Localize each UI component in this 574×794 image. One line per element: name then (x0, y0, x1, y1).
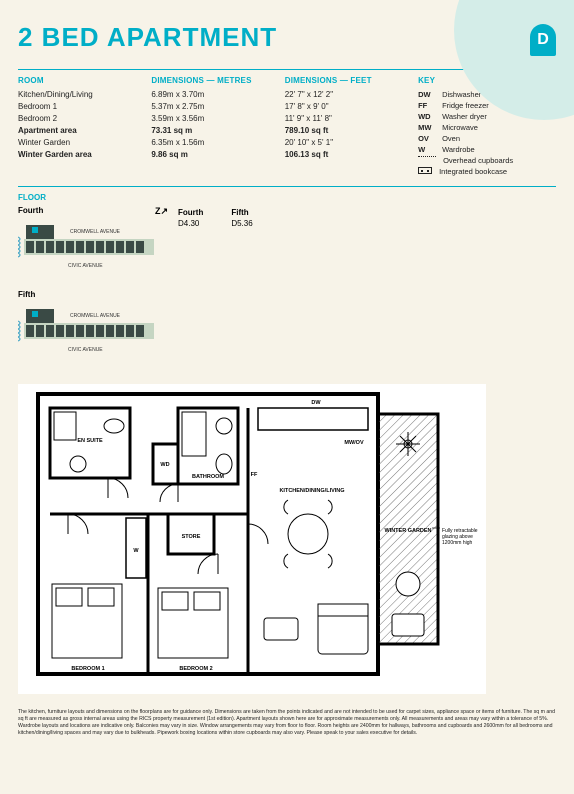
floorplan-svg: EN SUITE BATHROOM WD FF DW MW/OV KITCHEN… (18, 384, 486, 694)
dim-ft-col: DIMENSIONS — FEET 22' 7" x 12' 2" 17' 8" … (285, 76, 410, 178)
floor-header: FLOOR (0, 191, 574, 206)
wg-note: Fully retractableglazing above1200mm hig… (442, 528, 478, 546)
room-dim-ft: 20' 10" x 5' 1" (285, 138, 410, 147)
sitemap-fourth-svg: CROMWELL AVENUE CIVIC AVENUE (18, 217, 168, 277)
sitemap-fifth-svg: CROMWELL AVENUE CIVIC AVENUE (18, 301, 168, 361)
floorplan-wrap: EN SUITE BATHROOM WD FF DW MW/OV KITCHEN… (0, 374, 574, 699)
svg-text:W: W (133, 548, 139, 554)
room-dim-ft: 11' 9" x 11' 8" (285, 114, 410, 123)
svg-text:CROMWELL AVENUE: CROMWELL AVENUE (70, 229, 121, 235)
svg-text:MW/OV: MW/OV (344, 440, 364, 446)
svg-text:CIVIC AVENUE: CIVIC AVENUE (68, 263, 103, 269)
room-dim-m: 9.86 sq m (151, 150, 276, 159)
svg-text:FF: FF (251, 472, 258, 478)
room-dim-ft: 17' 8" x 9' 0" (285, 102, 410, 111)
unit-col-fourth: Fourth D4.30 (178, 208, 203, 374)
room-col: ROOM Kitchen/Dining/Living Bedroom 1 Bedro… (18, 76, 143, 178)
dim-m-header: DIMENSIONS — METRES (151, 76, 276, 85)
map-fourth: Fourth Z↗ CROMWELL AVENUE CIVIC AVENUE (18, 206, 168, 282)
room-name: Bedroom 2 (18, 114, 143, 123)
key-item: MWMicrowave (418, 123, 556, 132)
map-label-fourth: Fourth (18, 206, 43, 215)
unit-col-fifth: Fifth D5.36 (231, 208, 252, 374)
key-bookcase: Integrated bookcase (418, 167, 556, 176)
map-label-fifth: Fifth (18, 290, 168, 299)
room-dim-m: 6.35m x 1.56m (151, 138, 276, 147)
room-name: Apartment area (18, 126, 143, 135)
room-header: ROOM (18, 76, 143, 85)
compass-icon: Z↗ (155, 206, 168, 217)
floor-area: Fourth Z↗ CROMWELL AVENUE CIVIC AVENUE F… (0, 206, 574, 374)
dim-ft-header: DIMENSIONS — FEET (285, 76, 410, 85)
key-item: WWardrobe (418, 145, 556, 154)
svg-text:WD: WD (160, 462, 169, 468)
divider-2 (18, 186, 556, 187)
dim-m-col: DIMENSIONS — METRES 6.89m x 3.70m 5.37m x… (151, 76, 276, 178)
svg-text:BEDROOM 1: BEDROOM 1 (71, 666, 104, 672)
room-name: Bedroom 1 (18, 102, 143, 111)
room-dim-m: 73.31 sq m (151, 126, 276, 135)
svg-text:WINTER GARDEN: WINTER GARDEN (384, 528, 431, 534)
room-name: Kitchen/Dining/Living (18, 90, 143, 99)
bookcase-icon (418, 167, 432, 174)
room-dim-ft: 106.13 sq ft (285, 150, 410, 159)
room-name: Winter Garden (18, 138, 143, 147)
unit-list: Fourth D4.30 Fifth D5.36 (178, 206, 253, 374)
room-dim-m: 3.59m x 3.56m (151, 114, 276, 123)
dash-icon (418, 156, 436, 162)
svg-text:CROMWELL AVENUE: CROMWELL AVENUE (70, 313, 121, 319)
map-fifth: Fifth CROMWELL AVENUE CIVIC AVENUE (18, 290, 168, 366)
key-overhead: Overhead cupboards (418, 156, 556, 165)
room-dim-m: 5.37m x 2.75m (151, 102, 276, 111)
disclaimer: The kitchen, furniture layouts and dimen… (0, 699, 574, 737)
svg-text:EN SUITE: EN SUITE (77, 438, 103, 444)
key-item: OVOven (418, 134, 556, 143)
svg-text:CIVIC AVENUE: CIVIC AVENUE (68, 347, 103, 353)
room-dim-ft: 22' 7" x 12' 2" (285, 90, 410, 99)
room-name: Winter Garden area (18, 150, 143, 159)
type-badge: D (530, 24, 556, 56)
svg-text:DW: DW (311, 400, 321, 406)
svg-text:STORE: STORE (182, 534, 201, 540)
site-maps: Fourth Z↗ CROMWELL AVENUE CIVIC AVENUE F… (18, 206, 168, 374)
room-dim-ft: 789.10 sq ft (285, 126, 410, 135)
svg-text:BEDROOM 2: BEDROOM 2 (179, 666, 212, 672)
svg-text:BATHROOM: BATHROOM (192, 474, 224, 480)
svg-text:KITCHEN/DINING/LIVING: KITCHEN/DINING/LIVING (279, 488, 344, 494)
room-dim-m: 6.89m x 3.70m (151, 90, 276, 99)
